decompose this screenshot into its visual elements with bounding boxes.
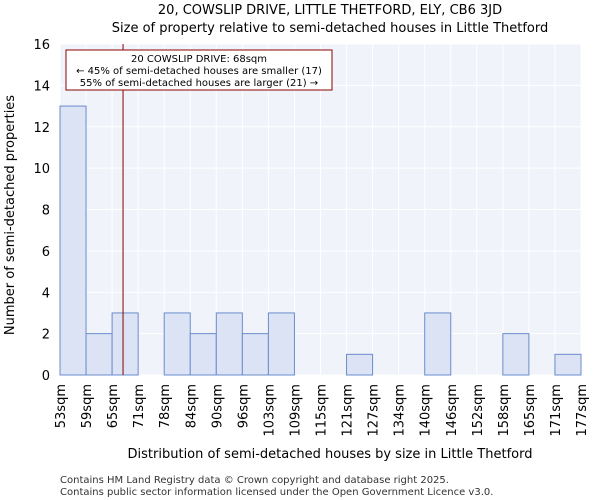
annotation-frame [65, 49, 333, 91]
y-tick-label: 10 [33, 162, 50, 177]
x-tick-label: 121sqm [341, 384, 356, 437]
x-tick-label: 90sqm [210, 384, 225, 428]
x-tick-label: 165sqm [523, 384, 538, 437]
x-tick-label: 171sqm [549, 384, 564, 437]
x-tick-label: 71sqm [132, 384, 147, 428]
y-tick-label: 16 [33, 38, 50, 53]
x-tick-label: 152sqm [471, 384, 486, 437]
bar-84sqm [189, 333, 217, 376]
bars [59, 105, 582, 376]
bar-158sqm [502, 333, 530, 376]
footer-line-1: Contains HM Land Registry data © Crown c… [60, 475, 449, 486]
x-tick-label: 78sqm [158, 384, 173, 428]
y-axis-label: Number of semi-detached properties [3, 95, 18, 335]
bar-78sqm [163, 312, 191, 376]
annotation-box: 20 COWSLIP DRIVE: 68sqm ← 45% of semi-de… [65, 49, 333, 91]
x-tick-label: 96sqm [236, 384, 251, 428]
x-tick-label: 127sqm [367, 384, 382, 437]
x-tick-label: 134sqm [393, 384, 408, 437]
x-tick-label: 59sqm [80, 384, 95, 428]
y-tick-label: 14 [33, 79, 50, 94]
y-tick-label: 2 [42, 328, 50, 343]
x-tick-label: 140sqm [419, 384, 434, 437]
y-tick-label: 4 [42, 286, 50, 301]
y-tick-label: 6 [42, 245, 50, 260]
x-tick-label: 177sqm [575, 384, 590, 437]
y-tick-label: 0 [42, 369, 50, 384]
annotation-line-1: 20 COWSLIP DRIVE: 68sqm [131, 54, 267, 65]
chart-subtitle: Size of property relative to semi-detach… [112, 21, 549, 36]
bar-121sqm [346, 353, 374, 376]
bar-140sqm [424, 312, 452, 376]
x-axis-ticks: 53sqm 59sqm 65sqm 71sqm 78sqm 84sqm 90sqm 96sqm… [54, 384, 590, 437]
bar-171sqm [554, 353, 582, 376]
x-tick-label: 65sqm [106, 384, 121, 428]
bar-96sqm [241, 333, 269, 376]
bar-59sqm [85, 333, 113, 376]
x-tick-label: 84sqm [184, 384, 199, 428]
footer-line-2: Contains public sector information licen… [60, 487, 493, 498]
y-tick-label: 12 [33, 121, 50, 136]
x-tick-label: 103sqm [262, 384, 277, 437]
chart-title: 20, COWSLIP DRIVE, LITTLE THETFORD, ELY,… [158, 3, 502, 18]
bar-53sqm [59, 105, 87, 376]
annotation-line-2: ← 45% of semi-detached houses are smalle… [76, 66, 322, 77]
x-tick-label: 109sqm [288, 384, 303, 437]
x-tick-label: 146sqm [445, 384, 460, 437]
x-tick-label: 115sqm [315, 384, 330, 437]
bar-65sqm [111, 312, 139, 376]
y-axis-ticks: 0 2 4 6 8 10 12 14 16 [33, 38, 50, 384]
x-tick-label: 53sqm [54, 384, 69, 428]
annotation-line-3: 55% of semi-detached houses are larger (… [80, 78, 318, 89]
x-axis-label: Distribution of semi-detached houses by … [128, 447, 533, 462]
y-tick-label: 8 [42, 204, 50, 219]
bar-90sqm [215, 312, 243, 376]
x-tick-label: 158sqm [497, 384, 512, 437]
bar-103sqm [267, 312, 295, 376]
